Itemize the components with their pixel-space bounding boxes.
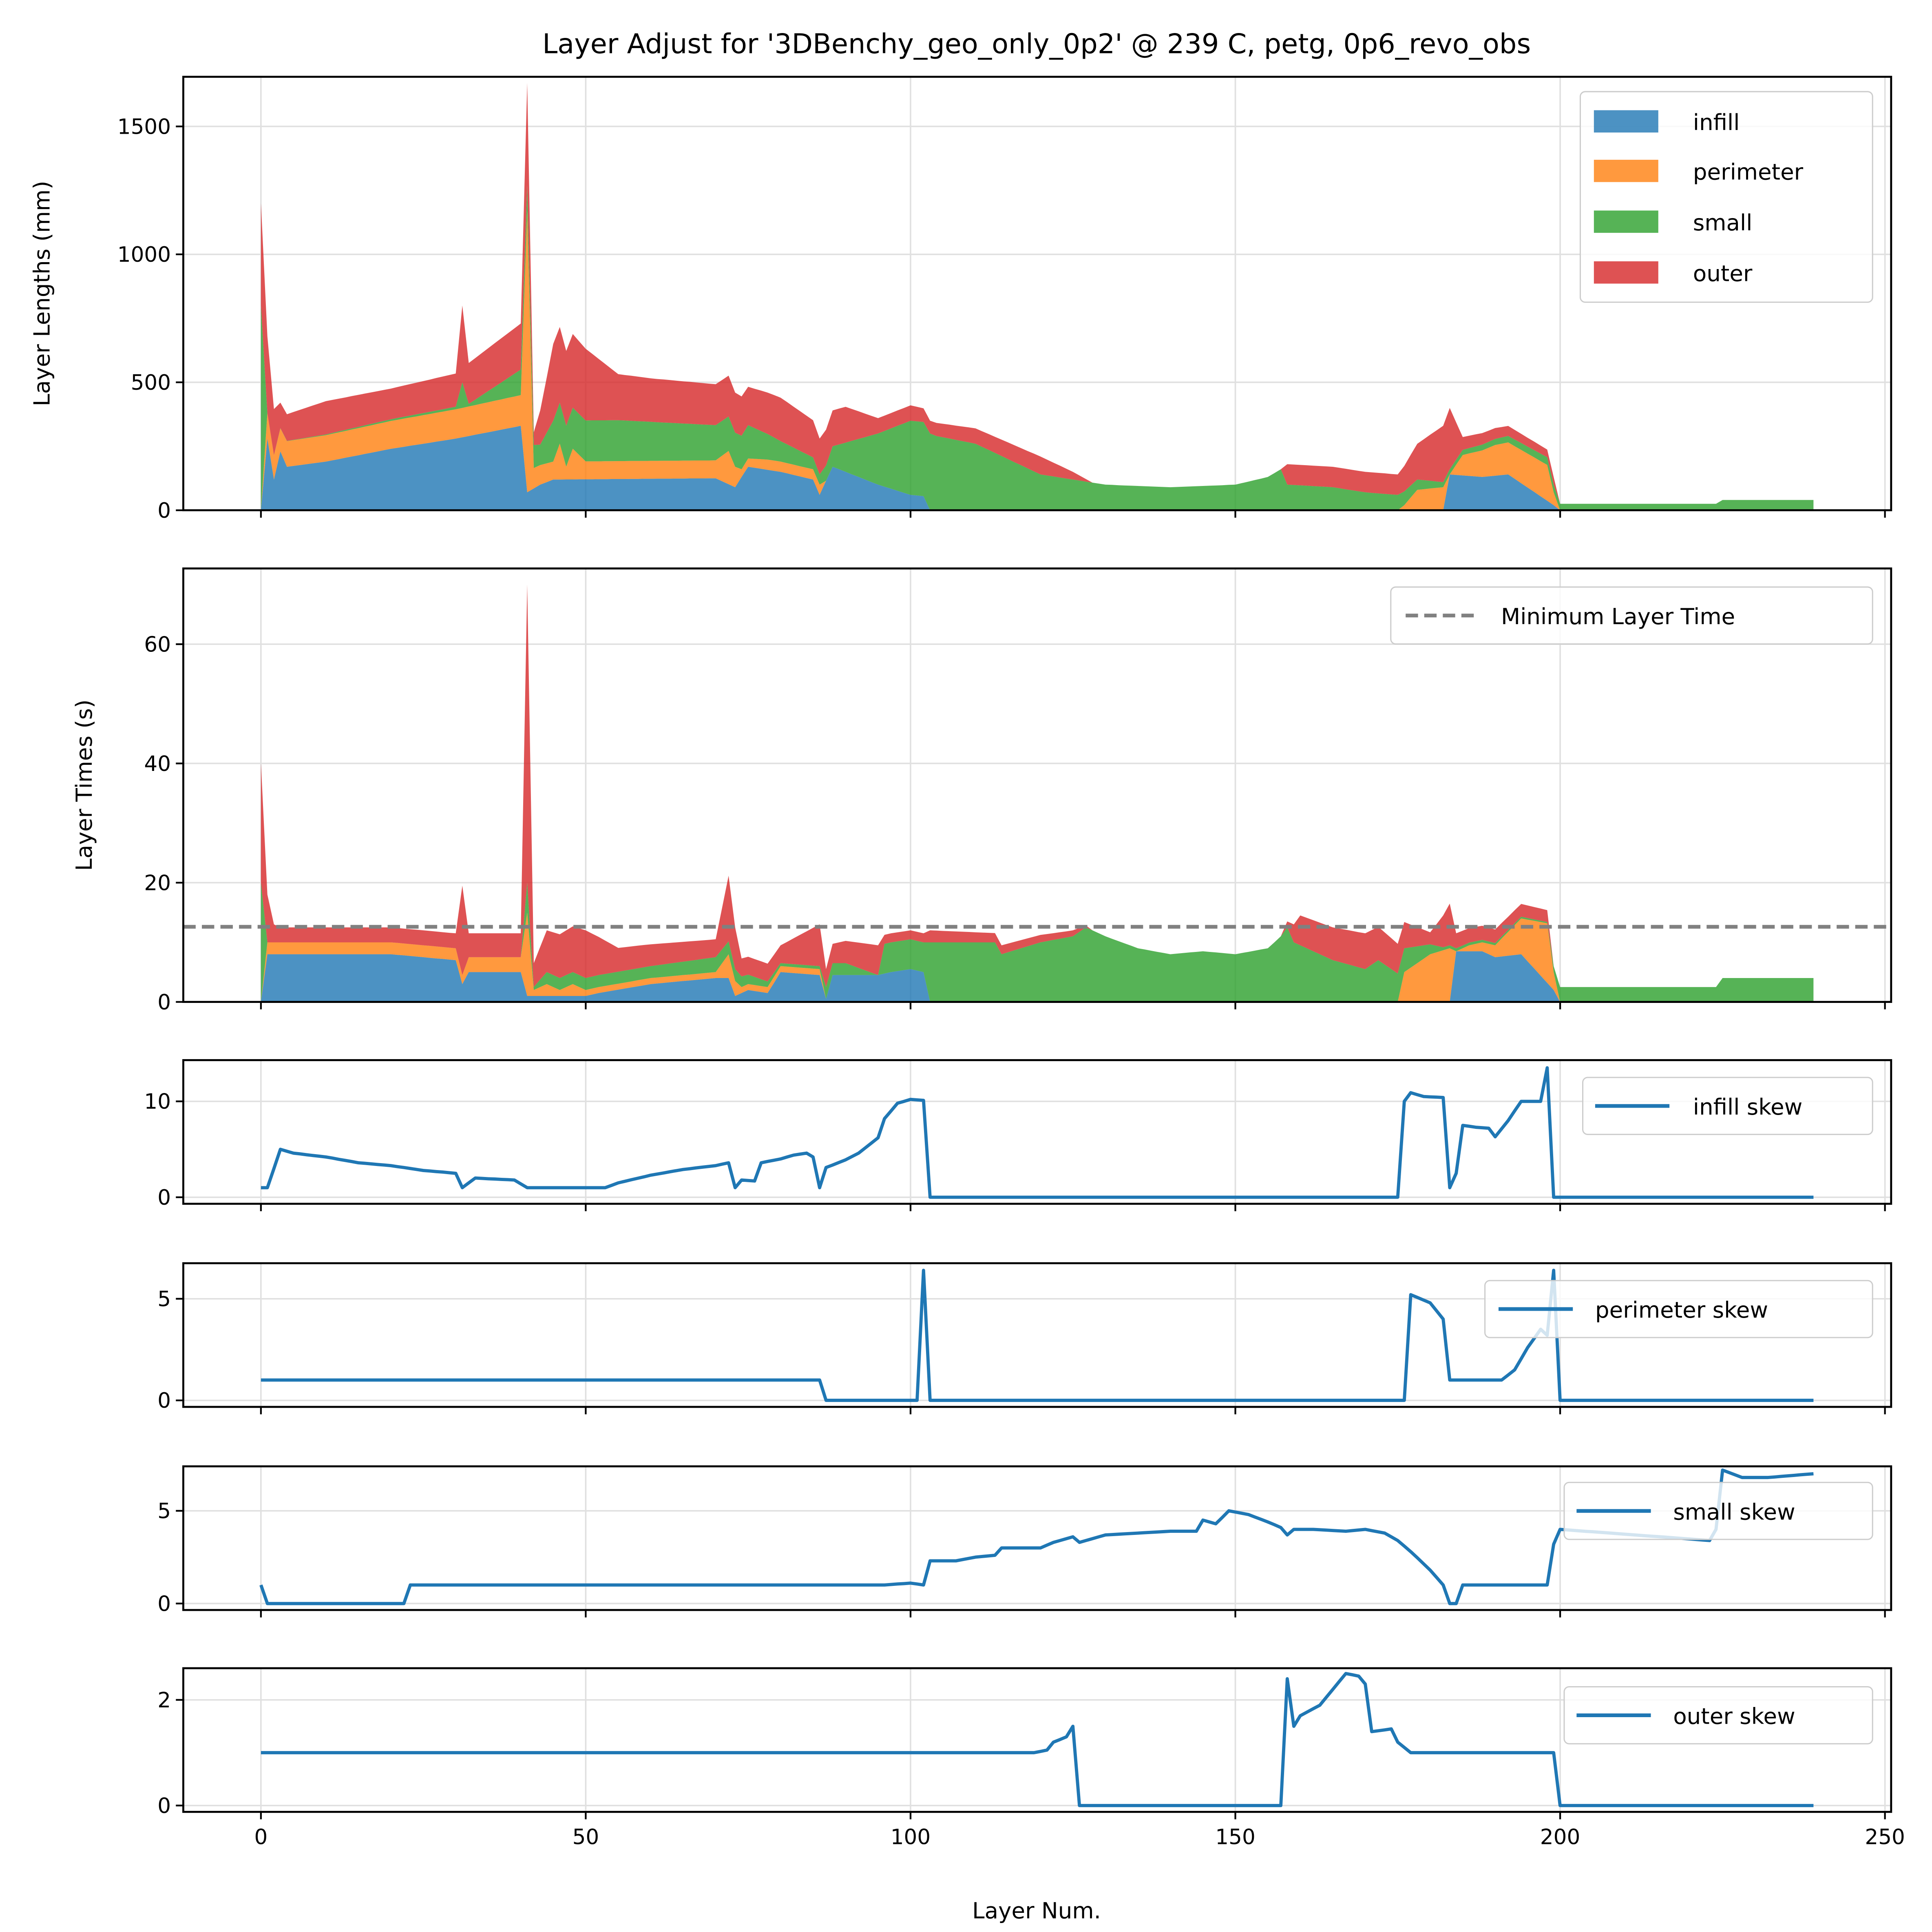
area-infill-lengths	[261, 426, 1814, 510]
x-tick-label: 50	[573, 1825, 599, 1849]
y-tick-label: 60	[144, 632, 171, 657]
x-tick-label: 250	[1865, 1825, 1905, 1849]
area-perimeter-times	[261, 912, 1814, 1002]
x-tick-label: 200	[1540, 1825, 1581, 1849]
y-tick-label: 1000	[117, 243, 171, 267]
y-tick-label: 2	[157, 1688, 171, 1713]
legend-label-min-layer-time: Minimum Layer Time	[1501, 603, 1735, 629]
y-tick-label: 20	[144, 871, 171, 895]
area-small-times	[261, 883, 1814, 1002]
x-tick-label: 100	[891, 1825, 931, 1849]
legend-box	[1582, 1077, 1873, 1135]
y-tick-label: 0	[157, 1592, 171, 1616]
y-tick-label: 0	[157, 1389, 171, 1413]
x-tick-label: 0	[254, 1825, 267, 1849]
y-tick-label: 5	[157, 1287, 171, 1312]
y-tick-label: 10	[144, 1090, 171, 1114]
axes-frame-times	[182, 567, 1892, 1003]
area-infill-times	[261, 951, 1814, 1002]
legend-label-perimeter-skew: perimeter skew	[1595, 1297, 1768, 1323]
legend-label-small-skew: small skew	[1673, 1499, 1795, 1525]
legend-box	[1563, 1686, 1873, 1744]
legend-label-perimeter: perimeter	[1693, 159, 1804, 185]
legend-box	[1579, 91, 1873, 303]
line-outer-skew	[261, 1672, 1814, 1807]
y-tick-label: 500	[131, 371, 171, 395]
legend-swatch-small	[1594, 210, 1658, 233]
y-tick-label: 40	[144, 752, 171, 776]
axes-frame-small-skew	[182, 1465, 1892, 1611]
legend-perimeter-skew: perimeter skew	[1484, 1280, 1873, 1338]
legend-label-outer: outer	[1693, 261, 1753, 287]
legend-times: Minimum Layer Time	[1390, 586, 1873, 645]
legend-outer-skew: outer skew	[1563, 1686, 1873, 1744]
legend-label-infill: infill	[1693, 109, 1740, 135]
x-axis-label: Layer Num.	[972, 1898, 1101, 1924]
legend-swatch-infill	[1594, 110, 1658, 133]
y-axis-label-times: Layer Times (s)	[71, 700, 97, 871]
axes-frame-outer-skew	[182, 1667, 1892, 1813]
y-tick-label: 0	[157, 499, 171, 523]
line-infill-skew	[261, 1066, 1814, 1199]
legend-label-infill-skew: infill skew	[1693, 1094, 1802, 1120]
legend-box	[1390, 586, 1873, 645]
axes-frame-infill-skew	[182, 1059, 1892, 1205]
y-axis-label-lengths: Layer Lengths (mm)	[29, 181, 55, 406]
legend-label-outer-skew: outer skew	[1673, 1703, 1795, 1729]
x-tick-label: 150	[1215, 1825, 1256, 1849]
y-tick-label: 0	[157, 1186, 171, 1210]
legend-lengths: infill perimeter small outer	[1579, 91, 1873, 303]
chart-title: Layer Adjust for '3DBenchy_geo_only_0p2'…	[542, 28, 1531, 60]
legend-label-small: small	[1693, 210, 1753, 236]
legend-infill-skew: infill skew	[1582, 1077, 1873, 1135]
y-tick-label: 0	[157, 990, 171, 1015]
axes-frame-perimeter-skew	[182, 1262, 1892, 1408]
axes-frame-lengths	[182, 75, 1892, 512]
legend-small-skew: small skew	[1563, 1482, 1873, 1540]
area-outer-lengths	[261, 83, 1814, 504]
legend-swatch-perimeter	[1594, 159, 1658, 182]
y-tick-label: 5	[157, 1499, 171, 1524]
legend-swatch-outer	[1594, 261, 1658, 284]
y-tick-label: 0	[157, 1794, 171, 1818]
legend-box	[1563, 1482, 1873, 1540]
y-tick-label: 1500	[117, 115, 171, 139]
area-small-lengths	[261, 185, 1814, 510]
legend-box	[1484, 1280, 1873, 1338]
line-small-skew	[259, 1468, 1814, 1605]
